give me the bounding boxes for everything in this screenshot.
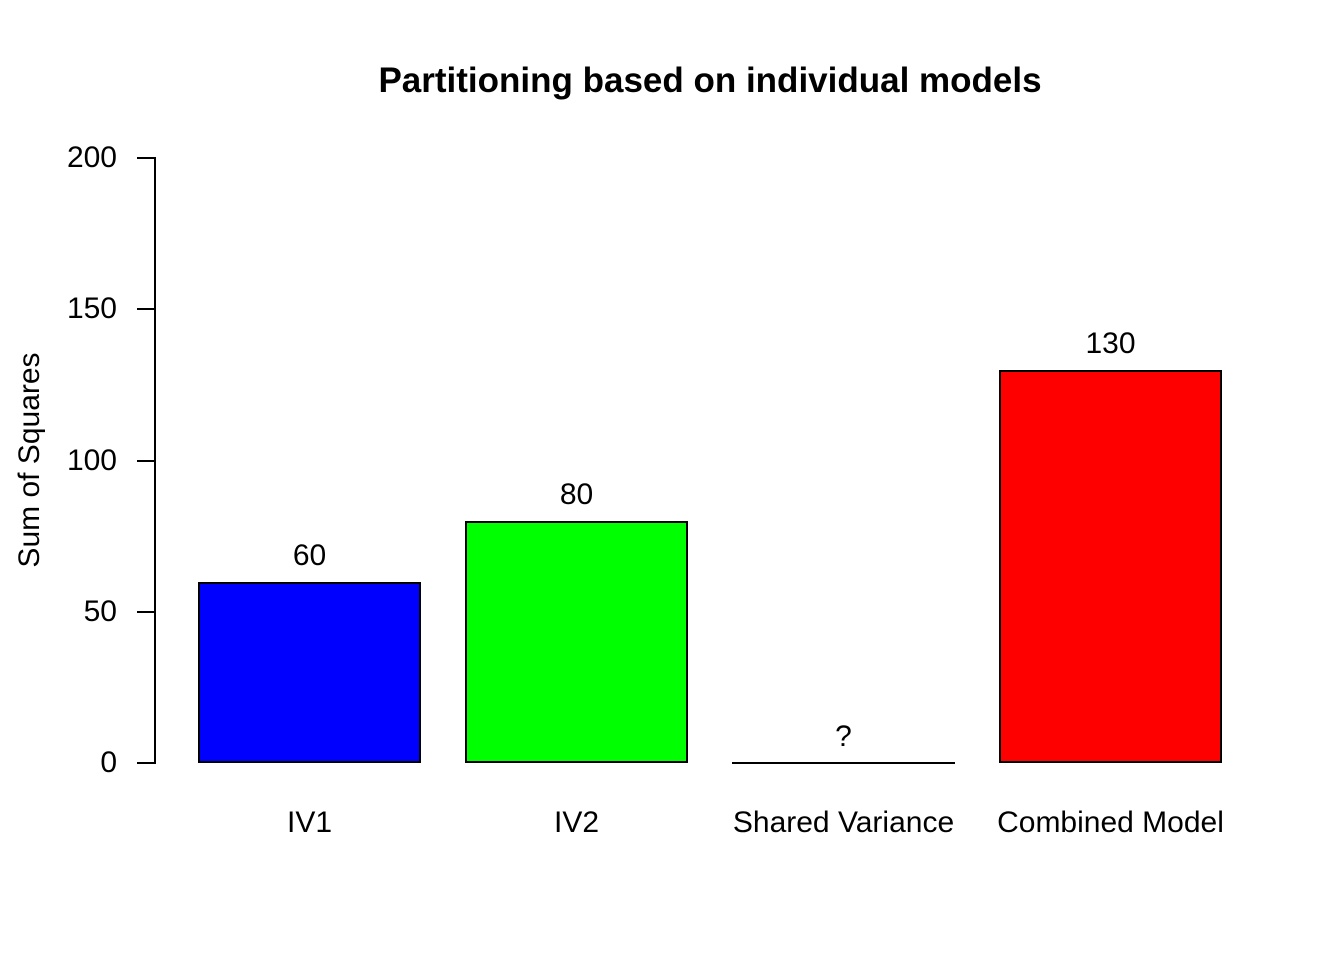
y-axis-line [154, 157, 156, 764]
bar-value-label: ? [835, 720, 852, 753]
x-category-label: IV2 [553, 806, 600, 839]
y-axis-tick [137, 762, 154, 764]
y-axis-tick [137, 610, 154, 613]
bar-value-label: 80 [559, 478, 594, 511]
bar [465, 521, 688, 763]
bar [198, 581, 421, 763]
chart-title: Partitioning based on individual models [378, 61, 1042, 100]
bar-value-label: 60 [292, 538, 327, 572]
bar-value-label: 130 [1085, 326, 1136, 360]
y-axis-tick-label: 0 [100, 746, 117, 779]
y-axis-tick-label: 200 [66, 141, 117, 174]
zero-height-bar-line [732, 762, 955, 764]
x-category-label: Shared Variance [732, 806, 955, 839]
x-category-label: Combined Model [997, 806, 1224, 839]
y-axis-tick [137, 459, 154, 462]
y-axis-tick-label: 100 [66, 443, 117, 477]
x-category-label: IV1 [286, 806, 333, 839]
y-axis-tick-label: 150 [66, 292, 117, 326]
bar [999, 369, 1222, 763]
y-axis-tick [137, 308, 154, 311]
y-axis-tick-label: 50 [83, 594, 117, 628]
y-axis-tick [137, 157, 154, 159]
